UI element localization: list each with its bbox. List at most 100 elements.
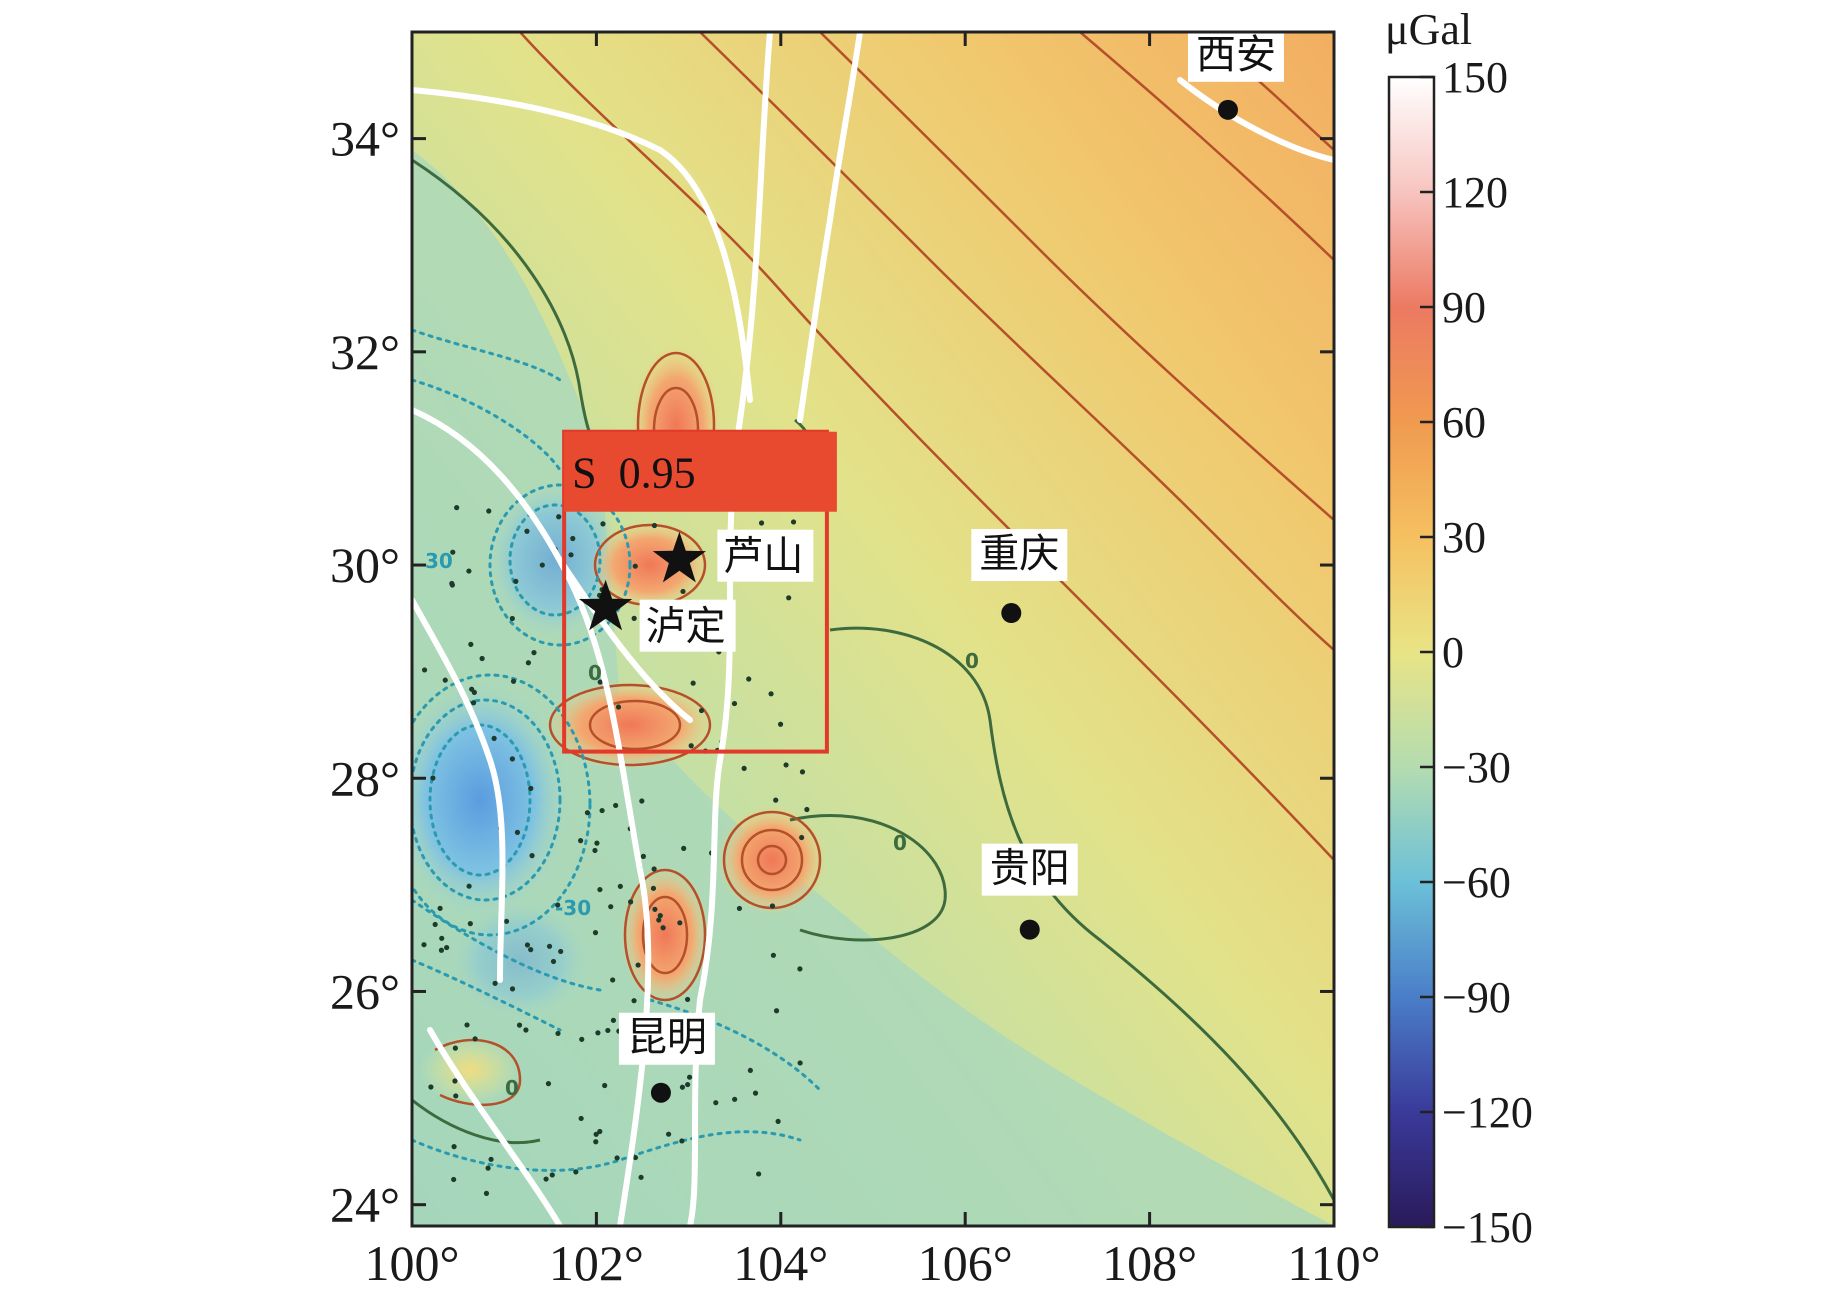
survey-point [684, 996, 691, 1003]
city-label: 重庆 [979, 531, 1059, 577]
survey-point [799, 834, 805, 841]
survey-point [593, 1139, 599, 1145]
survey-point [442, 677, 448, 683]
city-marker [1001, 603, 1022, 624]
fault-lines [412, 32, 1334, 1226]
survey-point [437, 905, 443, 911]
survey-point [503, 918, 510, 924]
city-label-group: 贵阳 [981, 843, 1078, 896]
survey-point [524, 942, 531, 948]
colorbar-tick-label: −30 [1442, 743, 1511, 792]
epicenter-label: 芦山 [723, 534, 803, 580]
survey-point [628, 899, 634, 905]
red-anomaly-east [717, 805, 827, 915]
survey-point [773, 1008, 780, 1014]
survey-point [451, 1176, 457, 1183]
survey-point [686, 1074, 693, 1080]
survey-point [758, 520, 765, 526]
contour-label: 30 [425, 549, 453, 573]
latitude-axis: 24° 26° 28° 30° 32° 34° [330, 111, 1334, 1233]
survey-point [797, 1060, 803, 1066]
survey-point [770, 952, 776, 958]
survey-point [454, 505, 460, 511]
y-tick-label: 28° [330, 750, 400, 806]
x-tick-label: 102° [549, 1235, 644, 1291]
survey-point [688, 743, 694, 749]
contour-label: 0 [965, 649, 979, 673]
survey-point [452, 1078, 458, 1084]
survey-point [752, 1090, 759, 1096]
survey-point [528, 947, 534, 953]
survey-point [775, 1118, 781, 1124]
survey-point [438, 947, 445, 953]
survey-point [470, 700, 477, 706]
survey-point [592, 930, 599, 936]
survey-point [509, 756, 515, 762]
survey-point [736, 905, 743, 912]
survey-point [656, 917, 662, 923]
contour-labels: 30 0 0 0 -30 0 [425, 549, 979, 1100]
survey-point [698, 707, 705, 714]
survey-point [524, 528, 530, 534]
survey-point [635, 962, 641, 968]
survey-point [631, 615, 637, 621]
survey-point [509, 615, 515, 622]
survey-point [432, 921, 438, 928]
survey-point [605, 1027, 611, 1034]
survey-point [468, 641, 474, 647]
city-marker [1019, 919, 1040, 940]
blue-anomaly-south [450, 900, 590, 1020]
epicenter-star-icon [652, 531, 706, 583]
survey-point [525, 660, 532, 666]
survey-point [546, 943, 553, 949]
survey-point [594, 840, 600, 846]
x-tick-label: 108° [1102, 1235, 1197, 1291]
survey-point [549, 1172, 555, 1178]
survey-point [679, 1138, 685, 1144]
colorbar: μGal 150 120 90 60 30 0 −30 −60 −90 −120 −150 [1385, 5, 1533, 1252]
survey-point [550, 958, 557, 965]
survey-point [466, 883, 472, 889]
survey-point [732, 1096, 738, 1102]
epicenter-label: 泸定 [646, 604, 726, 650]
survey-point [472, 1036, 478, 1042]
survey-point [439, 935, 445, 941]
survey-point [610, 977, 616, 983]
survey-points [421, 505, 810, 1196]
survey-point [579, 1036, 585, 1042]
city-label-background [971, 529, 1068, 582]
survey-point [491, 735, 497, 741]
survey-point [523, 1027, 529, 1033]
survey-point [428, 1084, 434, 1090]
y-tick-label: 24° [330, 1177, 400, 1233]
survey-point [677, 920, 683, 926]
survey-point [660, 925, 666, 931]
survey-point [444, 944, 450, 951]
survey-point [421, 942, 427, 948]
survey-point [531, 650, 537, 656]
survey-point [452, 1045, 458, 1051]
survey-point [464, 1022, 470, 1028]
survey-point [597, 679, 603, 685]
survey-point [679, 1084, 686, 1090]
survey-point [651, 522, 658, 529]
survey-point [690, 680, 696, 686]
colorbar-tick-label: 30 [1442, 513, 1486, 562]
city-label-background [618, 1012, 715, 1065]
survey-point [539, 562, 545, 568]
study-region: S 0.95 [562, 429, 837, 754]
survey-point [786, 595, 792, 601]
survey-point [713, 1100, 719, 1106]
survey-point [777, 721, 784, 727]
survey-point [797, 966, 803, 972]
survey-point [651, 866, 657, 872]
survey-point [568, 552, 574, 558]
city-label-group: 昆明 [618, 1012, 715, 1065]
survey-point [467, 921, 473, 927]
survey-point [747, 1067, 753, 1074]
contour-label: 0 [588, 661, 602, 685]
city-label-group: 西安 [1187, 32, 1284, 82]
